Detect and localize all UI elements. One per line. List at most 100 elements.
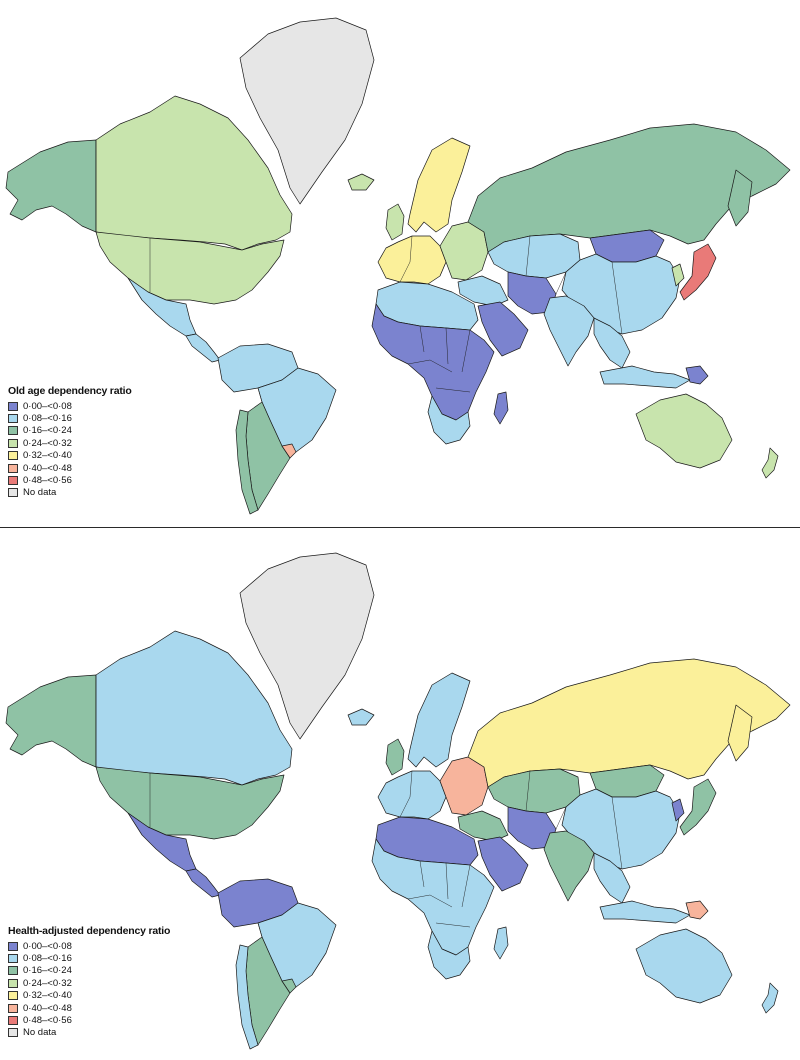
legend-label: 0·16–<0·24 [23,965,72,977]
legend-swatch [8,941,18,951]
region-new-zealand [761,982,779,1014]
region-usa [95,231,285,305]
world-map-health-adjusted [5,552,791,1050]
region-kamchatka [727,169,753,227]
health-adjusted-dependency-map-panel: Health-adjusted dependency ratio 0·00–<0… [0,535,800,1060]
legend-swatch [8,1028,18,1038]
legend-item: 0·08–<0·16 [8,412,132,424]
country-border [525,235,531,277]
country-border [445,862,449,900]
country-border [461,329,471,373]
legend-swatch [8,426,18,436]
old-age-dependency-map-panel: Old age dependency ratio 0·00–<0·08 0·08–… [0,0,800,525]
region-japan [679,778,717,836]
country-border [399,235,413,283]
region-greenland [239,552,375,740]
region-australia [635,928,733,1004]
legend-item: 0·00–<0·08 [8,400,132,412]
legend-swatch [8,954,18,964]
legend-item: No data [8,1027,170,1039]
legend-swatch [8,488,18,498]
region-indonesia [599,365,691,389]
legend-label: 0·24–<0·32 [23,437,72,449]
country-border [525,770,531,812]
legend-item: 0·00–<0·08 [8,940,170,952]
region-australia [635,393,733,469]
region-arabia [477,836,529,892]
region-africa-central [371,838,495,956]
legend-label: No data [23,1027,57,1039]
country-border [439,796,447,812]
world-map-old-age [5,17,791,515]
region-korea [671,798,685,822]
legend-swatch [8,476,18,486]
region-greenland [239,17,375,205]
region-india [543,830,595,902]
legend-label: 0·48–<0·56 [23,1015,72,1027]
region-new-zealand [761,447,779,479]
region-eastern-europe [439,221,489,281]
legend-item: 0·24–<0·32 [8,437,132,449]
legend-item: 0·32–<0·40 [8,990,170,1002]
country-border [445,327,449,365]
country-border [555,806,567,830]
country-border [257,922,263,938]
country-border [407,359,453,373]
legend-title: Old age dependency ratio [8,385,132,397]
legend-swatch [8,463,18,473]
region-madagascar [493,926,509,960]
legend-item: 0·16–<0·24 [8,965,170,977]
country-border [419,325,425,353]
country-border [257,387,263,403]
legend-item: 0·40–<0·48 [8,462,132,474]
legend-swatch [8,1016,18,1026]
legend-swatch [8,991,18,1001]
legend-label: 0·40–<0·48 [23,1002,72,1014]
legend-swatch [8,451,18,461]
country-border [555,271,567,295]
legend-item: 0·32–<0·40 [8,450,132,462]
legend-label: 0·00–<0·08 [23,400,72,412]
legend-label: 0·40–<0·48 [23,462,72,474]
region-south-africa [427,930,471,980]
region-papua [685,900,709,920]
region-uruguay [281,443,297,459]
legend-label: 0·32–<0·40 [23,450,72,462]
legend-label: 0·00–<0·08 [23,940,72,952]
legend-item: 0·08–<0·16 [8,952,170,964]
legend-item: 0·48–<0·56 [8,1014,170,1026]
country-border [611,261,623,335]
region-iceland [347,708,375,726]
region-korea [671,263,685,287]
region-india [543,295,595,367]
region-scandinavia [407,672,471,768]
legend-old-age: Old age dependency ratio 0·00–<0·08 0·08–… [8,385,132,499]
region-uk [385,738,405,776]
country-border [407,894,453,908]
country-border [435,922,471,928]
region-usa [95,766,285,840]
region-uk [385,203,405,241]
legend-label: 0·48–<0·56 [23,475,72,487]
legend-label: No data [23,487,57,499]
legend-health-adjusted: Health-adjusted dependency ratio 0·00–<0… [8,925,170,1039]
region-iceland [347,173,375,191]
legend-item: 0·24–<0·32 [8,977,170,989]
legend-item: 0·48–<0·56 [8,474,132,486]
region-uruguay [281,978,297,994]
region-kamchatka [727,704,753,762]
region-western-europe [377,235,447,285]
legend-item: No data [8,487,132,499]
region-eastern-europe [439,756,489,816]
region-chile [235,944,259,1050]
legend-swatch [8,978,18,988]
legend-swatch [8,966,18,976]
legend-swatch [8,401,18,411]
country-border [435,387,471,393]
region-africa-central [371,303,495,421]
region-central-america [185,868,221,898]
legend-title: Health-adjusted dependency ratio [8,925,171,937]
legend-label: 0·08–<0·16 [23,413,72,425]
legend-item: 0·16–<0·24 [8,425,132,437]
region-western-europe [377,770,447,820]
